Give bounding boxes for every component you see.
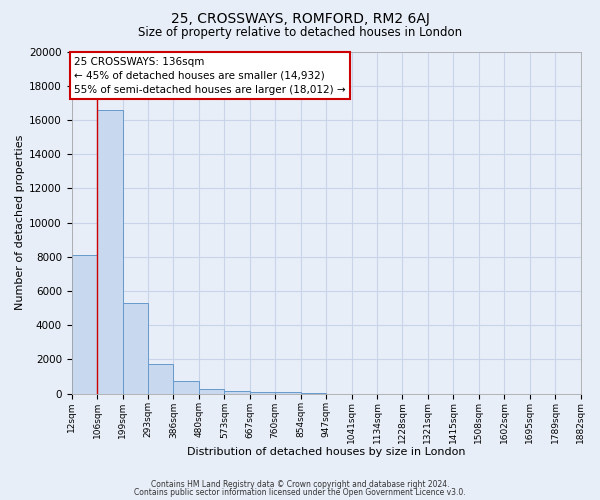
- Text: Contains public sector information licensed under the Open Government Licence v3: Contains public sector information licen…: [134, 488, 466, 497]
- Bar: [250, 392, 275, 394]
- Bar: [275, 392, 301, 394]
- Text: 25, CROSSWAYS, ROMFORD, RM2 6AJ: 25, CROSSWAYS, ROMFORD, RM2 6AJ: [170, 12, 430, 26]
- Bar: [122, 303, 148, 394]
- Bar: [173, 380, 199, 394]
- Bar: [199, 390, 224, 394]
- Bar: [148, 364, 173, 394]
- Text: 25 CROSSWAYS: 136sqm
← 45% of detached houses are smaller (14,932)
55% of semi-d: 25 CROSSWAYS: 136sqm ← 45% of detached h…: [74, 56, 346, 94]
- Text: Size of property relative to detached houses in London: Size of property relative to detached ho…: [138, 26, 462, 39]
- Bar: [71, 255, 97, 394]
- Text: Contains HM Land Registry data © Crown copyright and database right 2024.: Contains HM Land Registry data © Crown c…: [151, 480, 449, 489]
- Y-axis label: Number of detached properties: Number of detached properties: [15, 135, 25, 310]
- Bar: [301, 392, 326, 394]
- Bar: [97, 110, 122, 394]
- Bar: [224, 391, 250, 394]
- X-axis label: Distribution of detached houses by size in London: Distribution of detached houses by size …: [187, 448, 466, 458]
